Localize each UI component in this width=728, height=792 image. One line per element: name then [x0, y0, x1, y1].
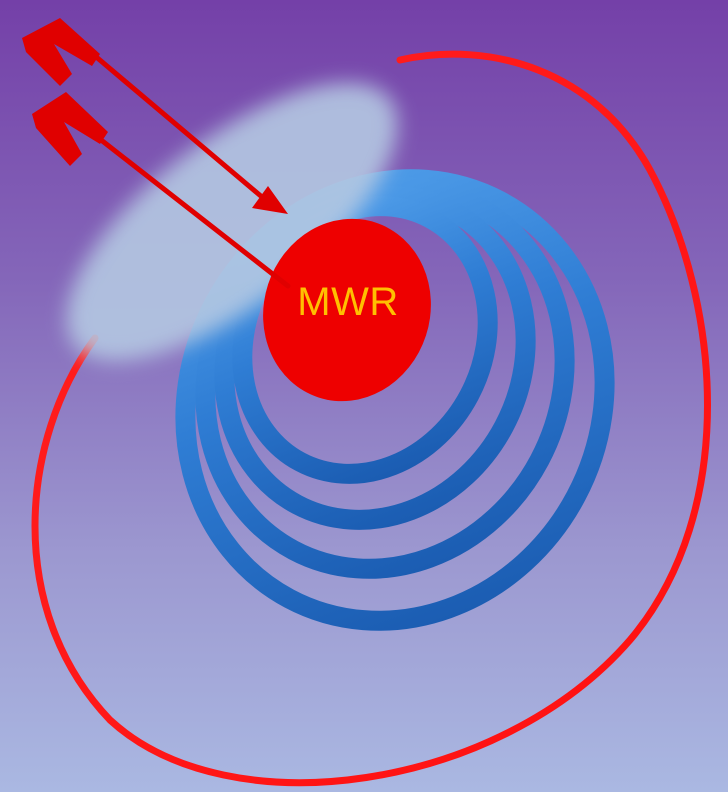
- bullseye: [263, 218, 431, 402]
- outer-ring: [31, 50, 711, 787]
- arrows: [22, 18, 291, 289]
- bullseye-label: MWR: [297, 280, 399, 324]
- motion-haze: [66, 82, 398, 362]
- arrow-lower: [32, 92, 291, 289]
- arrow-upper: [22, 18, 288, 214]
